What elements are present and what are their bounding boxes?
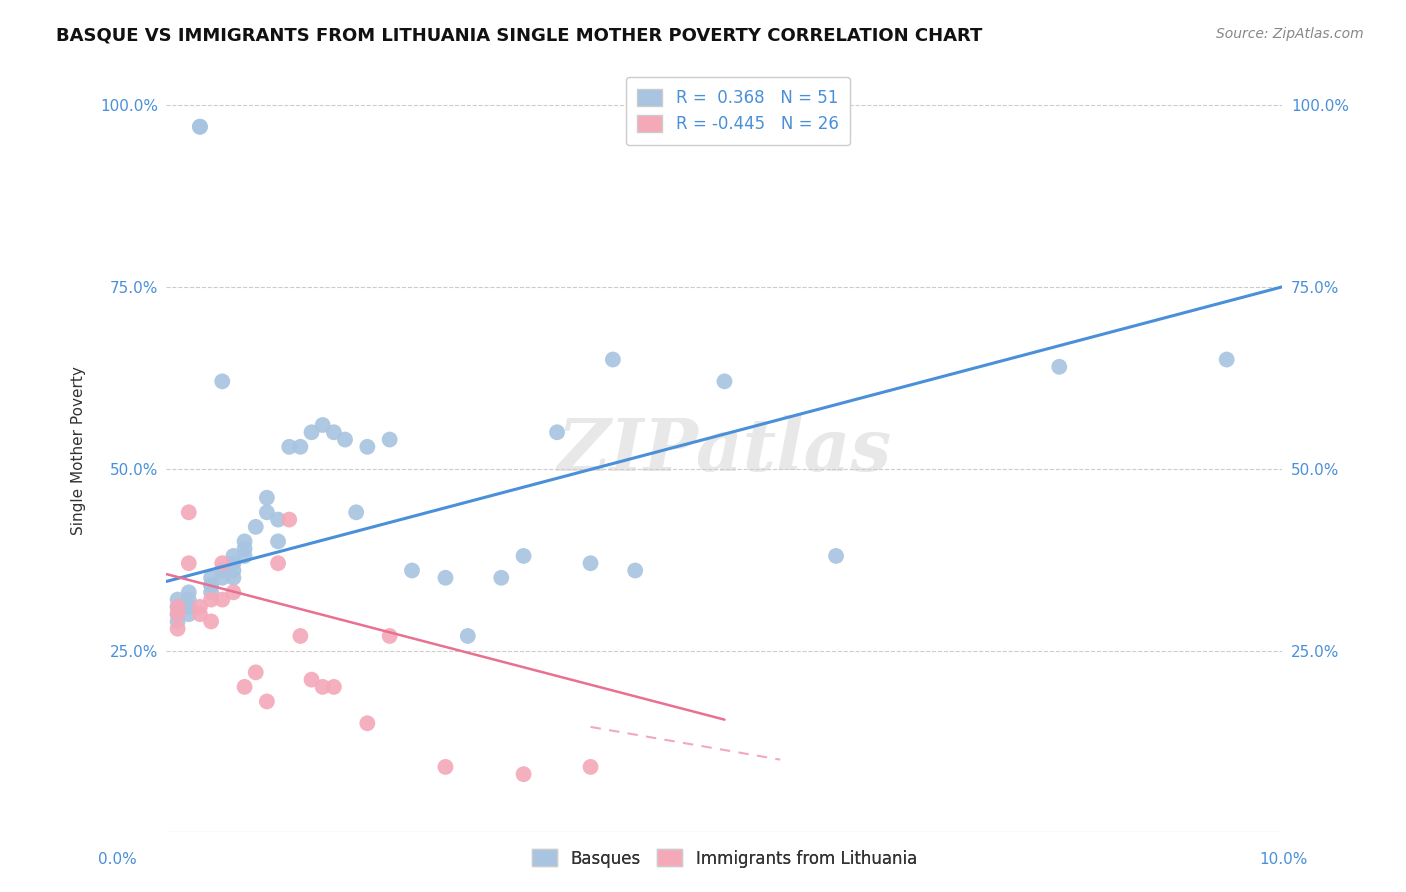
Point <box>177 505 200 519</box>
Point <box>200 578 222 592</box>
Point <box>177 607 200 622</box>
Point <box>211 571 233 585</box>
Point <box>166 622 188 636</box>
Point <box>200 592 222 607</box>
Point <box>579 760 602 774</box>
Point <box>200 571 222 585</box>
Point <box>322 680 344 694</box>
Point <box>301 425 323 440</box>
Point <box>222 585 245 599</box>
Point <box>825 549 848 563</box>
Point <box>312 680 335 694</box>
Point <box>401 564 423 578</box>
Legend: Basques, Immigrants from Lithuania: Basques, Immigrants from Lithuania <box>522 839 927 878</box>
Point <box>211 556 233 570</box>
Point <box>211 592 233 607</box>
Point <box>166 615 188 629</box>
Point <box>278 440 301 454</box>
Text: 0.0%: 0.0% <box>98 852 138 867</box>
Point <box>166 599 188 614</box>
Point <box>166 592 188 607</box>
Point <box>344 505 367 519</box>
Point <box>1047 359 1070 374</box>
Point <box>233 549 256 563</box>
Point <box>356 716 378 731</box>
Point <box>278 512 301 526</box>
Point <box>200 615 222 629</box>
Point <box>222 571 245 585</box>
Point <box>434 571 457 585</box>
Point <box>166 607 188 622</box>
Point <box>188 607 211 622</box>
Point <box>177 592 200 607</box>
Point <box>624 564 647 578</box>
Point <box>177 585 200 599</box>
Point <box>233 541 256 556</box>
Point <box>256 491 278 505</box>
Point <box>602 352 624 367</box>
Text: 10.0%: 10.0% <box>1260 852 1308 867</box>
Point <box>333 433 356 447</box>
Point <box>378 433 401 447</box>
Point <box>166 607 188 622</box>
Point <box>233 680 256 694</box>
Point <box>267 534 290 549</box>
Point <box>200 585 222 599</box>
Text: Source: ZipAtlas.com: Source: ZipAtlas.com <box>1216 27 1364 41</box>
Point <box>457 629 479 643</box>
Point <box>177 556 200 570</box>
Point <box>322 425 344 440</box>
Point <box>200 578 222 592</box>
Point <box>211 564 233 578</box>
Point <box>301 673 323 687</box>
Text: ZIPatlas: ZIPatlas <box>557 415 891 486</box>
Y-axis label: Single Mother Poverty: Single Mother Poverty <box>72 366 86 535</box>
Point <box>211 375 233 389</box>
Point <box>378 629 401 643</box>
Point <box>579 556 602 570</box>
Point <box>177 599 200 614</box>
Point <box>188 120 211 134</box>
Point <box>267 556 290 570</box>
Point <box>434 760 457 774</box>
Point <box>546 425 568 440</box>
Point <box>188 120 211 134</box>
Point <box>290 440 312 454</box>
Point <box>245 665 267 680</box>
Point <box>713 375 735 389</box>
Point <box>312 417 335 432</box>
Point <box>512 549 534 563</box>
Point <box>491 571 513 585</box>
Point <box>222 564 245 578</box>
Point <box>245 520 267 534</box>
Point <box>222 556 245 570</box>
Point <box>188 599 211 614</box>
Point <box>256 505 278 519</box>
Point <box>356 440 378 454</box>
Point <box>1215 352 1237 367</box>
Point <box>256 694 278 708</box>
Text: BASQUE VS IMMIGRANTS FROM LITHUANIA SINGLE MOTHER POVERTY CORRELATION CHART: BASQUE VS IMMIGRANTS FROM LITHUANIA SING… <box>56 27 983 45</box>
Point <box>267 512 290 526</box>
Point <box>222 549 245 563</box>
Point <box>512 767 534 781</box>
Point <box>290 629 312 643</box>
Point <box>233 534 256 549</box>
Point <box>166 599 188 614</box>
